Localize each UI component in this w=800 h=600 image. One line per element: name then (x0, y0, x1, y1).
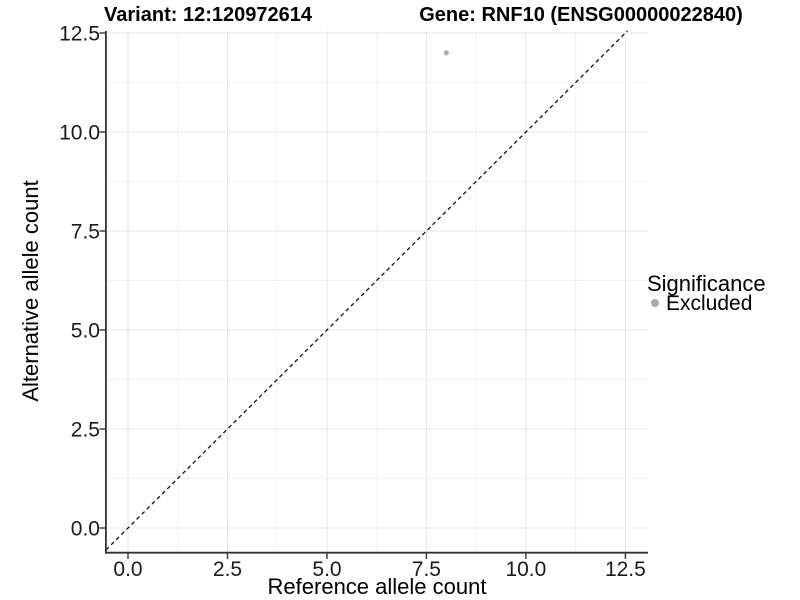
y-tick-label: 10.0 (59, 122, 100, 145)
legend-key-dot (651, 299, 659, 307)
x-tick-label: 7.5 (412, 558, 441, 581)
plot-title-gene: Gene: RNF10 (ENSG00000022840) (419, 4, 743, 26)
y-tick-label: 7.5 (71, 221, 100, 244)
identity-line (105, 30, 628, 551)
legend-item-label: Excluded (666, 292, 752, 315)
legend: Significance Excluded (647, 271, 766, 315)
x-tick-label: 12.5 (605, 558, 646, 581)
x-tick-label: 2.5 (213, 558, 242, 581)
x-tick-labels: 0.0 2.5 5.0 7.5 10.0 12.5 (113, 558, 645, 581)
x-tick-label: 5.0 (312, 558, 341, 581)
legend-title: Significance (647, 271, 766, 296)
tick-marks (99, 32, 627, 559)
y-tick-label: 5.0 (71, 320, 100, 343)
plot-title-variant: Variant: 12:120972614 (104, 4, 313, 26)
gridlines (106, 31, 648, 552)
y-tick-label: 2.5 (71, 419, 100, 442)
data-point (443, 50, 449, 56)
y-tick-label: 12.5 (59, 23, 100, 46)
y-tick-label: 0.0 (71, 518, 100, 541)
x-axis-title: Reference allele count (268, 574, 487, 599)
x-tick-label: 0.0 (113, 558, 142, 581)
y-axis-title: Alternative allele count (18, 180, 43, 401)
y-tick-labels: 0.0 2.5 5.0 7.5 10.0 12.5 (59, 23, 100, 541)
x-tick-label: 10.0 (505, 558, 546, 581)
axes (105, 31, 648, 554)
